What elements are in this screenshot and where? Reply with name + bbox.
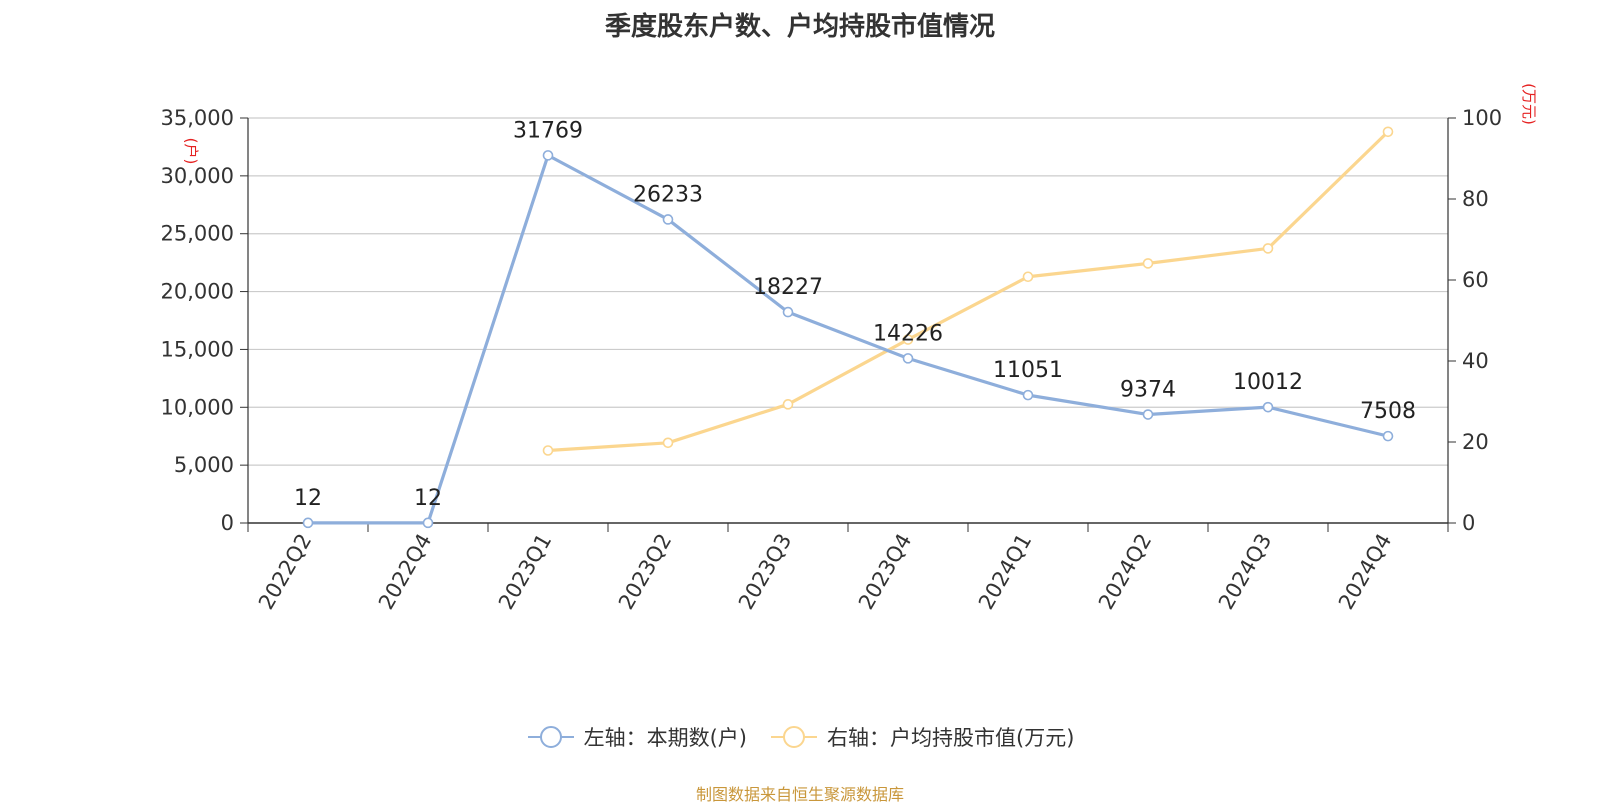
left-tick-label: 10,000 (161, 395, 234, 419)
legend-marker-right (771, 726, 817, 748)
x-tick-label: 2024Q3 (1214, 530, 1276, 614)
legend-marker-left (527, 726, 574, 748)
data-label: 7508 (1360, 399, 1416, 424)
left-tick-label: 25,000 (161, 222, 234, 246)
source-note: 制图数据来自恒生聚源数据库 (695, 785, 904, 804)
right-tick-label: 80 (1462, 187, 1489, 211)
x-tick-label: 2024Q4 (1334, 530, 1396, 614)
data-label: 11051 (993, 358, 1063, 383)
series-right (542, 126, 1394, 456)
data-point-left (542, 150, 554, 161)
data-label: 12 (414, 486, 442, 511)
data-point-left (902, 353, 914, 364)
x-tick-label: 2023Q4 (854, 530, 916, 614)
axes (247, 118, 1449, 524)
data-point-left (1382, 430, 1394, 442)
data-point-right (542, 445, 554, 456)
data-point-right (1382, 126, 1394, 138)
x-tick-label: 2023Q2 (614, 530, 676, 614)
data-label: 18227 (753, 275, 823, 300)
x-tick-label: 2024Q2 (1094, 530, 1156, 614)
right-tick-label: 40 (1462, 349, 1489, 373)
series-left (302, 150, 1394, 529)
data-label: 31769 (513, 118, 583, 143)
data-point-left (782, 306, 794, 318)
data-label: 26233 (633, 182, 703, 207)
data-point-left (1022, 389, 1034, 401)
data-label: 14226 (873, 321, 943, 346)
left-axis-ticks: 0 5,000 10,000 15,000 20,000 25,000 30,000 35,0… (161, 106, 248, 535)
legend-item-left[interactable]: 左轴：本期数(户) (526, 722, 747, 752)
series-line-left (308, 153, 1389, 525)
left-axis-unit: (户) (182, 138, 200, 165)
right-tick-label: 0 (1462, 511, 1475, 535)
data-point-right (1022, 271, 1034, 283)
grid-lines (248, 117, 1448, 466)
data-point-right (1262, 243, 1274, 254)
data-point-right (782, 399, 794, 410)
right-tick-label: 20 (1462, 430, 1489, 454)
x-tick-label: 2023Q3 (734, 530, 796, 614)
data-label: 12 (294, 486, 322, 511)
left-tick-label: 15,000 (161, 337, 234, 361)
x-tick-label: 2023Q1 (494, 530, 556, 614)
left-tick-label: 20,000 (161, 280, 234, 304)
right-axis-unit: (万元) (1520, 83, 1538, 125)
series-line-right (547, 130, 1390, 453)
data-point-right (1142, 258, 1154, 269)
left-tick-label: 5,000 (174, 453, 234, 477)
left-tick-label: 0 (221, 511, 234, 535)
data-point-left (302, 517, 314, 529)
data-point-left (662, 214, 674, 225)
data-point-left (422, 517, 434, 529)
x-tick-label: 2024Q1 (974, 530, 1036, 614)
chart-title: 季度股东户数、户均持股市值情况 (604, 12, 995, 42)
data-labels: 12 12 31769 26233 18227 14226 11051 9374 10012 75… (294, 118, 1416, 510)
right-axis-ticks: 0 20 40 60 80 100 (1448, 106, 1502, 535)
data-point-right (902, 334, 914, 345)
data-point-left (1262, 401, 1274, 413)
legend-label-left: 左轴：本期数(户) (583, 726, 747, 750)
data-point-right (662, 437, 674, 449)
x-axis-ticks: 2022Q2 2022Q4 2023Q1 2023Q2 2023Q3 2023Q4 2024… (247, 523, 1449, 614)
data-label: 10012 (1233, 370, 1303, 395)
left-tick-label: 30,000 (161, 164, 234, 188)
legend: 左轴：本期数(户) 右轴：户均持股市值(万元) (0, 722, 1600, 752)
right-tick-label: 100 (1462, 106, 1502, 130)
left-tick-label: 35,000 (161, 106, 234, 130)
x-tick-label: 2022Q4 (374, 530, 436, 614)
data-label: 9374 (1120, 378, 1176, 403)
legend-label-right: 右轴：户均持股市值(万元) (827, 726, 1075, 750)
legend-item-right[interactable]: 右轴：户均持股市值(万元) (769, 722, 1074, 752)
x-tick-label: 2022Q2 (254, 530, 316, 614)
right-tick-label: 60 (1462, 268, 1489, 292)
data-point-left (1142, 409, 1154, 420)
